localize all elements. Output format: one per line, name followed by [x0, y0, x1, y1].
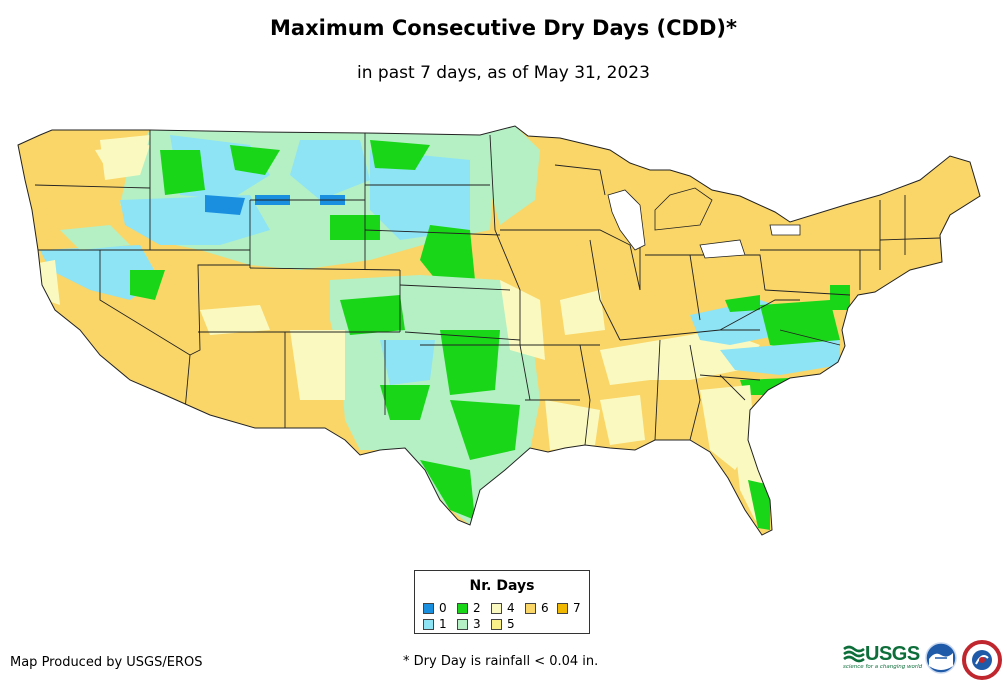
usgs-tagline: science for a changing world: [843, 664, 923, 670]
legend-item-6: 6: [525, 602, 549, 616]
state-boundaries: [34, 130, 941, 446]
legend-title: Nr. Days: [469, 578, 535, 594]
legend-label: 3: [473, 617, 481, 631]
noaa-seal-icon: [925, 642, 957, 674]
legend-label: 2: [473, 601, 481, 615]
legend-swatch: [525, 603, 536, 614]
map-credit: Map Produced by USGS/EROS: [10, 655, 203, 670]
legend-swatch: [423, 619, 434, 630]
legend-label: 0: [439, 601, 447, 615]
legend-label: 7: [573, 601, 581, 615]
legend-item-7: 7: [557, 602, 581, 616]
legend-item-4: 4: [491, 602, 515, 616]
dry-day-shading: [17, 125, 981, 536]
legend-label: 5: [507, 617, 515, 631]
legend-item-1: 1: [423, 618, 447, 632]
map-title: Maximum Consecutive Dry Days (CDD)*: [270, 16, 737, 40]
legend-item-2: 2: [457, 602, 481, 616]
dry-day-footnote: * Dry Day is rainfall < 0.04 in.: [403, 654, 599, 669]
legend-item-3: 3: [457, 618, 481, 632]
legend: Nr. Days 0 1 2 3 4 5 6 7: [414, 570, 590, 634]
legend-item-5: 5: [491, 618, 515, 632]
legend-swatch: [557, 603, 568, 614]
legend-label: 6: [541, 601, 549, 615]
legend-swatch: [457, 603, 468, 614]
legend-swatch: [423, 603, 434, 614]
usgs-wordmark: USGS: [865, 643, 920, 665]
cdd-map: [17, 125, 981, 536]
legend-swatch: [457, 619, 468, 630]
legend-item-0: 0: [423, 602, 447, 616]
legend-label: 1: [439, 617, 447, 631]
legend-swatch: [491, 603, 502, 614]
usgs-logo: USGS science for a changing world: [843, 643, 923, 671]
map-subtitle: in past 7 days, as of May 31, 2023: [357, 63, 650, 83]
usgs-wave-icon: [843, 645, 865, 663]
legend-label: 4: [507, 601, 515, 615]
water-bodies: [607, 187, 801, 259]
nws-seal-icon: [962, 640, 1002, 680]
legend-swatch: [491, 619, 502, 630]
